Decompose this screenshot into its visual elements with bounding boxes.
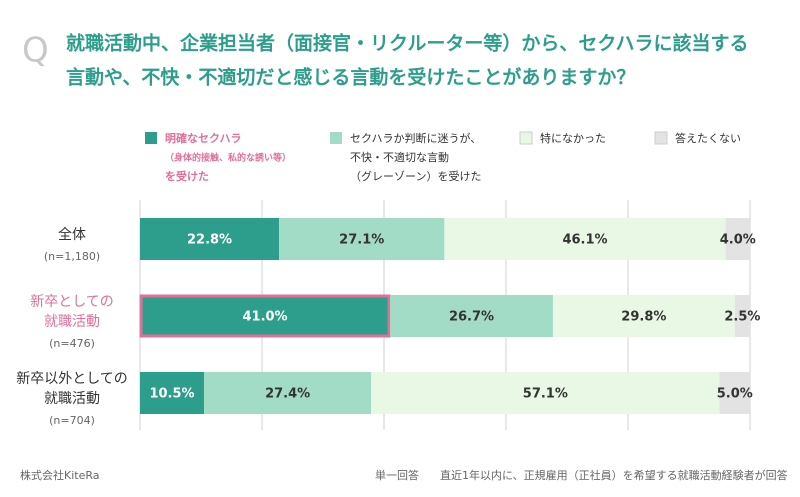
category-label: 就職活動: [44, 314, 100, 330]
bar-segment: [140, 295, 391, 337]
legend-swatch: [654, 131, 668, 145]
chart-title: 言動や、不快・不適切だと感じる言動を受けたことがありますか？: [66, 66, 635, 89]
value-label: 2.5%: [724, 310, 760, 325]
category-label: 新卒以外としての: [16, 371, 128, 387]
value-label: 29.8%: [621, 310, 666, 325]
sample-label: (n=476): [49, 337, 95, 350]
bar-segment: [204, 372, 372, 414]
value-label: 46.1%: [562, 233, 607, 248]
bar-segment: [552, 295, 735, 337]
q-mark: Q: [22, 31, 49, 71]
value-label: 26.7%: [449, 310, 494, 325]
sample-label: (n=1,180): [44, 250, 100, 263]
legend-label: 特になかった: [540, 131, 606, 145]
legend-label: 答えたくない: [675, 131, 741, 145]
legend-label: （身体的接触、私的な誘い等）: [165, 152, 291, 164]
bar-segment: [390, 295, 553, 337]
bar-segment: [444, 218, 726, 260]
value-label: 57.1%: [523, 387, 568, 402]
sample-label: (n=704): [49, 414, 95, 427]
legend-label: を受けた: [165, 169, 209, 183]
footer-answer-type: 単一回答: [375, 468, 419, 482]
bar-segment: [719, 372, 750, 414]
value-label: 5.0%: [717, 387, 753, 402]
value-label: 22.8%: [187, 233, 232, 248]
bar-segment: [279, 218, 445, 260]
footer-note: 直近1年以内に、正規雇用（正社員）を希望する就職活動経験者が回答: [440, 468, 788, 482]
chart-title: 就職活動中、企業担当者（面接官・リクルーター等）から、セクハラに該当する: [66, 32, 748, 55]
category-label: 全体: [58, 226, 86, 243]
bar-segment: [140, 372, 205, 414]
bar-segment: [371, 372, 720, 414]
footer-company: 株式会社KiteRa: [20, 468, 100, 482]
value-label: 41.0%: [242, 310, 287, 325]
value-label: 4.0%: [720, 233, 756, 248]
bar-segment: [725, 218, 750, 260]
legend-label: （グレーゾーン）を受けた: [350, 169, 481, 183]
legend-swatch: [145, 132, 157, 144]
value-label: 10.5%: [149, 387, 194, 402]
bar-segment: [140, 218, 280, 260]
category-label: 新卒としての: [30, 294, 114, 310]
legend-label: 不快・不適切な言動: [350, 150, 449, 164]
bar-segment: [734, 295, 750, 337]
legend-label: 明確なセクハラ: [165, 131, 241, 145]
value-label: 27.4%: [265, 387, 310, 402]
legend-swatch: [519, 131, 533, 145]
category-label: 就職活動: [44, 391, 100, 407]
legend-swatch: [330, 132, 342, 144]
legend-label: セクハラか判断に迷うが、: [350, 131, 481, 145]
value-label: 27.1%: [339, 233, 384, 248]
highlight-frame: [139, 294, 391, 338]
